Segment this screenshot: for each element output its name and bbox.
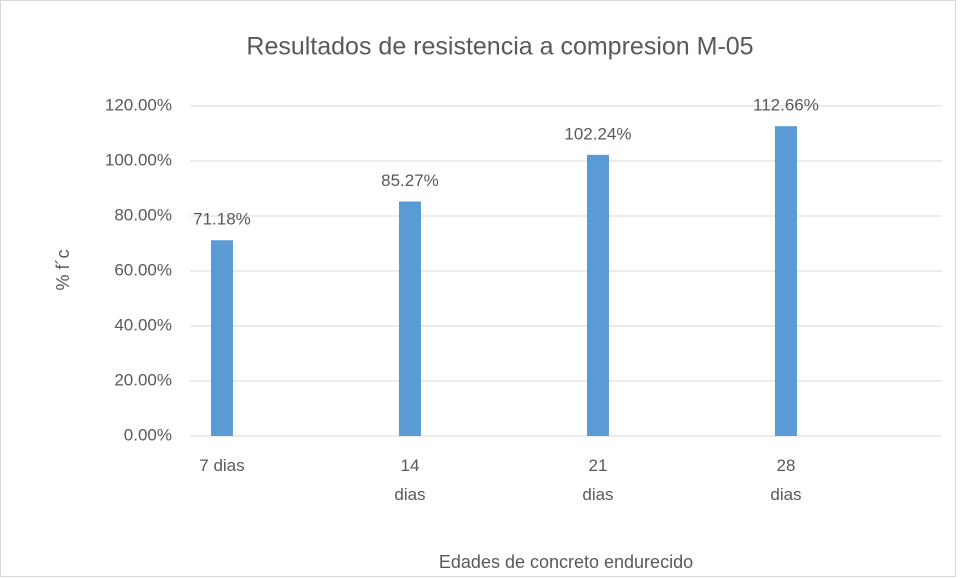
x-tick-label: 21 dias (582, 456, 614, 504)
y-tick-label: 40.00% (114, 315, 172, 334)
x-tick-label: 28 dias (770, 456, 802, 504)
x-tick-label: 7 dias (199, 456, 245, 475)
x-tick-label: 14 dias (394, 456, 426, 504)
data-label: 112.66% (753, 96, 819, 115)
x-axis-title: Edades de concreto endurecido (439, 552, 693, 572)
bar (774, 126, 797, 436)
y-tick-label: 60.00% (114, 260, 172, 279)
bar (210, 240, 233, 436)
data-label: 85.27% (381, 171, 439, 190)
bar (586, 154, 609, 436)
y-tick-label: 80.00% (114, 205, 172, 224)
bar (398, 201, 421, 436)
data-label: 71.18% (193, 210, 251, 229)
y-axis-title: % f´c (53, 249, 73, 290)
chart-title: Resultados de resistencia a compresion M… (246, 33, 753, 61)
data-label: 102.24% (564, 124, 631, 143)
y-tick-label: 120.00% (105, 95, 172, 114)
y-tick-label: 100.00% (105, 150, 172, 169)
y-tick-label: 20.00% (114, 370, 172, 389)
y-tick-label: 0.00% (124, 425, 172, 444)
